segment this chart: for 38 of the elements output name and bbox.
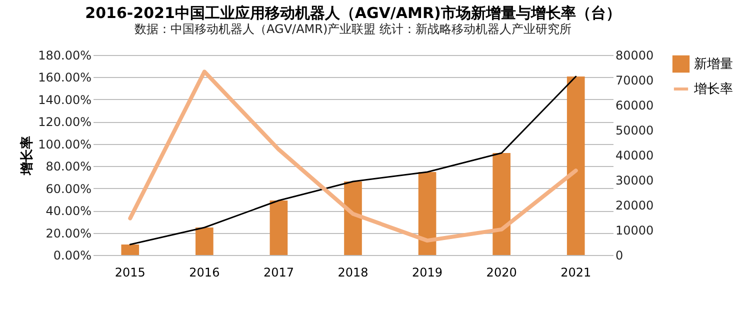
y-tick-label: 180.00%: [38, 48, 92, 62]
x-tick-label: 2019: [412, 266, 443, 280]
chart-title: 2016-2021中国工业应用移动机器人（AGV/AMR)市场新增量与增长率（台）: [85, 4, 621, 22]
bar: [344, 182, 362, 255]
x-tick-label: 2015: [114, 266, 146, 280]
x-tick-label: 2020: [486, 266, 517, 280]
bar: [566, 76, 585, 255]
y2-tick-label: 70000: [616, 74, 654, 88]
y-tick-label: 80.00%: [46, 160, 92, 174]
y-tick-label: 140.00%: [38, 92, 92, 107]
bar: [270, 200, 288, 255]
y-tick-label: 100.00%: [38, 137, 92, 152]
y2-tick-label: 60000: [616, 98, 654, 112]
bar: [492, 153, 510, 255]
y-tick-label: 60.00%: [46, 182, 92, 196]
legend-label: 增长率: [693, 81, 733, 97]
x-tick-label: 2017: [263, 266, 294, 280]
y2-tick-label: 10000: [616, 224, 654, 238]
y2-tick-label: 50000: [616, 124, 654, 138]
y2-tick-label: 80000: [616, 48, 654, 62]
y-tick-label: 40.00%: [46, 204, 92, 218]
bar: [121, 244, 140, 255]
y2-tick-label: 30000: [616, 174, 654, 188]
legend-label: 新增量: [694, 57, 733, 72]
x-tick-label: 2016: [189, 266, 220, 280]
y-tick-label: 20.00%: [46, 226, 92, 240]
y2-tick-label: 0: [616, 248, 624, 262]
y2-tick-label: 40000: [616, 148, 654, 162]
x-tick-label: 2021: [560, 266, 592, 280]
x-tick-label: 2018: [338, 266, 368, 280]
y2-tick-label: 20000: [616, 198, 654, 212]
y-tick-label: 160.00%: [38, 70, 92, 85]
y-tick-label: 0.00%: [53, 248, 92, 262]
chart-subtitle: 数据：中国移动机器人（AGV/AMR)产业联盟 统计：新战略移动机器人产业研究所: [134, 22, 572, 36]
y-tick-label: 120.00%: [38, 115, 92, 130]
bar: [196, 228, 214, 255]
bar: [418, 172, 436, 255]
y-axis-title: 增长率: [19, 136, 36, 176]
